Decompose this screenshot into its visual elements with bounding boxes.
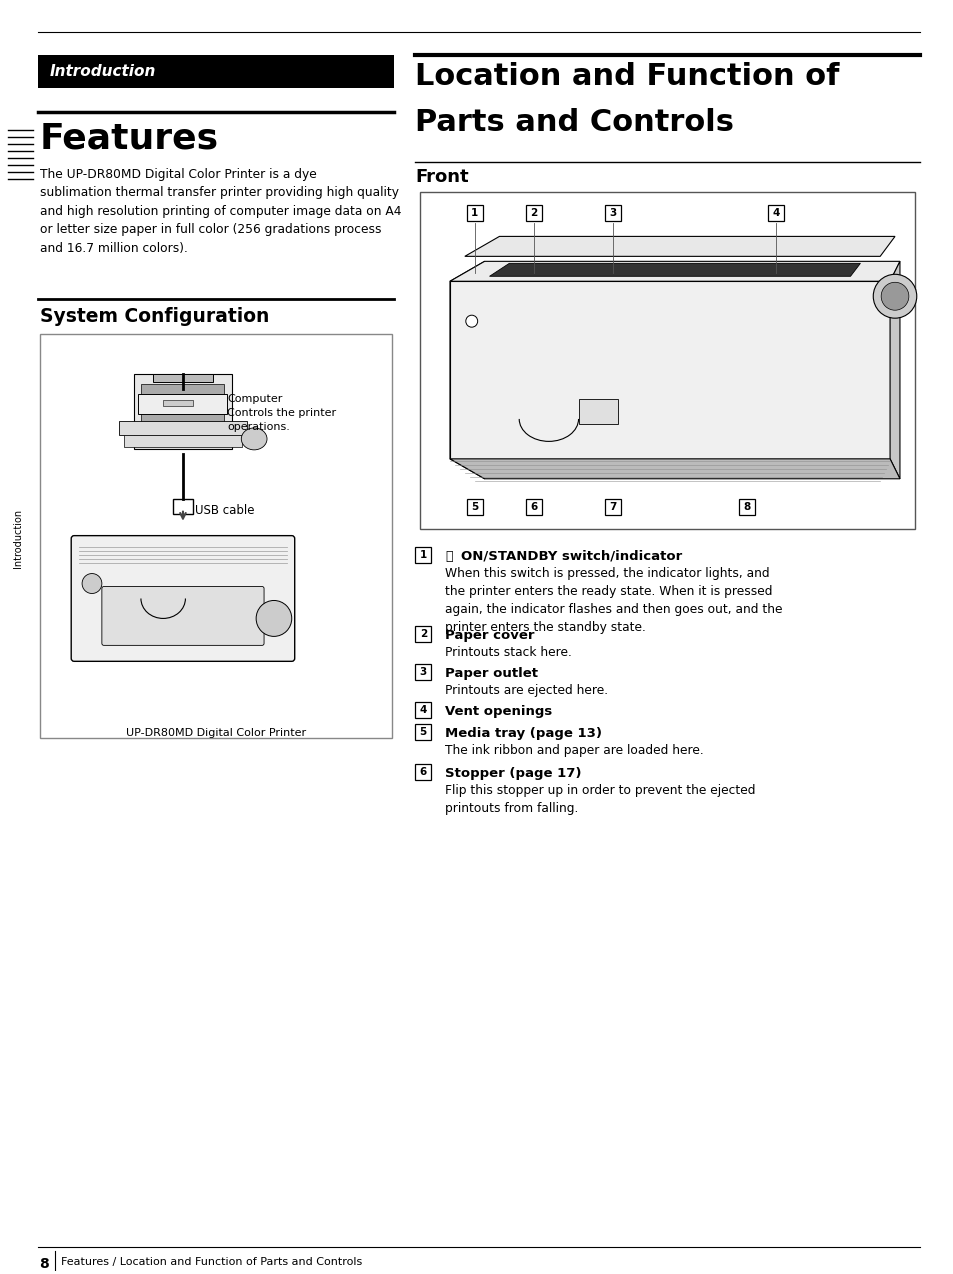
Bar — [525, 205, 541, 222]
Bar — [466, 498, 482, 515]
Text: Paper outlet: Paper outlet — [444, 668, 537, 680]
Bar — [163, 400, 193, 406]
Bar — [604, 205, 620, 222]
Text: 3: 3 — [419, 668, 426, 678]
Circle shape — [82, 573, 102, 594]
Circle shape — [465, 315, 477, 327]
FancyBboxPatch shape — [102, 586, 264, 646]
Polygon shape — [450, 282, 889, 459]
Polygon shape — [450, 459, 899, 479]
Bar — [141, 383, 224, 441]
Bar — [415, 702, 431, 719]
Polygon shape — [489, 264, 860, 276]
Text: Media tray (page 13): Media tray (page 13) — [444, 727, 601, 740]
Bar — [415, 764, 431, 780]
Text: Location and Function of: Location and Function of — [415, 62, 839, 90]
FancyBboxPatch shape — [71, 535, 294, 661]
Text: Introduction: Introduction — [50, 64, 155, 79]
Text: 6: 6 — [530, 502, 537, 512]
Text: The ink ribbon and paper are loaded here.: The ink ribbon and paper are loaded here… — [444, 744, 703, 757]
Text: 8: 8 — [39, 1257, 50, 1271]
Text: Stopper (page 17): Stopper (page 17) — [444, 767, 581, 780]
Polygon shape — [450, 261, 899, 282]
Circle shape — [872, 274, 916, 318]
Ellipse shape — [241, 428, 267, 450]
Circle shape — [881, 283, 908, 310]
Text: 3: 3 — [609, 209, 617, 218]
Text: 6: 6 — [419, 767, 426, 777]
Text: Paper cover: Paper cover — [444, 629, 534, 642]
Polygon shape — [450, 261, 484, 479]
Bar — [39, 334, 392, 738]
Bar — [415, 547, 431, 563]
Bar — [604, 498, 620, 515]
Polygon shape — [889, 261, 899, 479]
Text: Printouts stack here.: Printouts stack here. — [444, 646, 571, 660]
Text: Computer
Controls the printer
operations.: Computer Controls the printer operations… — [227, 394, 336, 432]
Text: System Configuration: System Configuration — [39, 307, 269, 326]
Bar — [525, 498, 541, 515]
Bar — [153, 375, 213, 382]
Bar — [420, 191, 914, 529]
Text: 4: 4 — [419, 706, 427, 715]
Circle shape — [255, 600, 292, 637]
Bar — [415, 627, 431, 642]
Text: 1: 1 — [419, 549, 426, 559]
Text: 5: 5 — [419, 727, 426, 738]
Bar — [738, 498, 754, 515]
Text: USB cable: USB cable — [194, 503, 254, 517]
Text: 2: 2 — [419, 629, 426, 640]
Bar — [37, 55, 394, 88]
Bar — [124, 434, 242, 447]
Text: Vent openings: Vent openings — [444, 706, 552, 719]
Text: ⏻: ⏻ — [444, 549, 452, 563]
Text: 1: 1 — [471, 209, 477, 218]
Bar — [578, 399, 618, 424]
Bar — [133, 375, 233, 448]
Bar — [118, 420, 247, 434]
Text: 8: 8 — [742, 502, 749, 512]
Bar — [415, 724, 431, 740]
Text: 7: 7 — [609, 502, 617, 512]
Text: ON/STANDBY switch/indicator: ON/STANDBY switch/indicator — [460, 549, 681, 563]
Text: 5: 5 — [471, 502, 477, 512]
Text: UP-DR80MD Digital Color Printer: UP-DR80MD Digital Color Printer — [126, 729, 305, 738]
Text: Features: Features — [39, 122, 218, 155]
Text: Introduction: Introduction — [12, 510, 23, 568]
Text: Features / Location and Function of Parts and Controls: Features / Location and Function of Part… — [61, 1257, 362, 1266]
Text: The UP-DR80MD Digital Color Printer is a dye
sublimation thermal transfer printe: The UP-DR80MD Digital Color Printer is a… — [39, 168, 400, 255]
Bar — [767, 205, 783, 222]
Text: 2: 2 — [530, 209, 537, 218]
Polygon shape — [464, 237, 894, 256]
Bar — [138, 394, 227, 414]
Bar — [415, 664, 431, 680]
Text: Front: Front — [415, 168, 469, 186]
Text: 4: 4 — [772, 209, 780, 218]
Text: Printouts are ejected here.: Printouts are ejected here. — [444, 684, 607, 697]
Text: Flip this stopper up in order to prevent the ejected
printouts from falling.: Flip this stopper up in order to prevent… — [444, 784, 755, 815]
Text: When this switch is pressed, the indicator lights, and
the printer enters the re: When this switch is pressed, the indicat… — [444, 567, 781, 633]
Bar — [466, 205, 482, 222]
Text: Parts and Controls: Parts and Controls — [415, 108, 734, 136]
Bar — [172, 498, 193, 513]
